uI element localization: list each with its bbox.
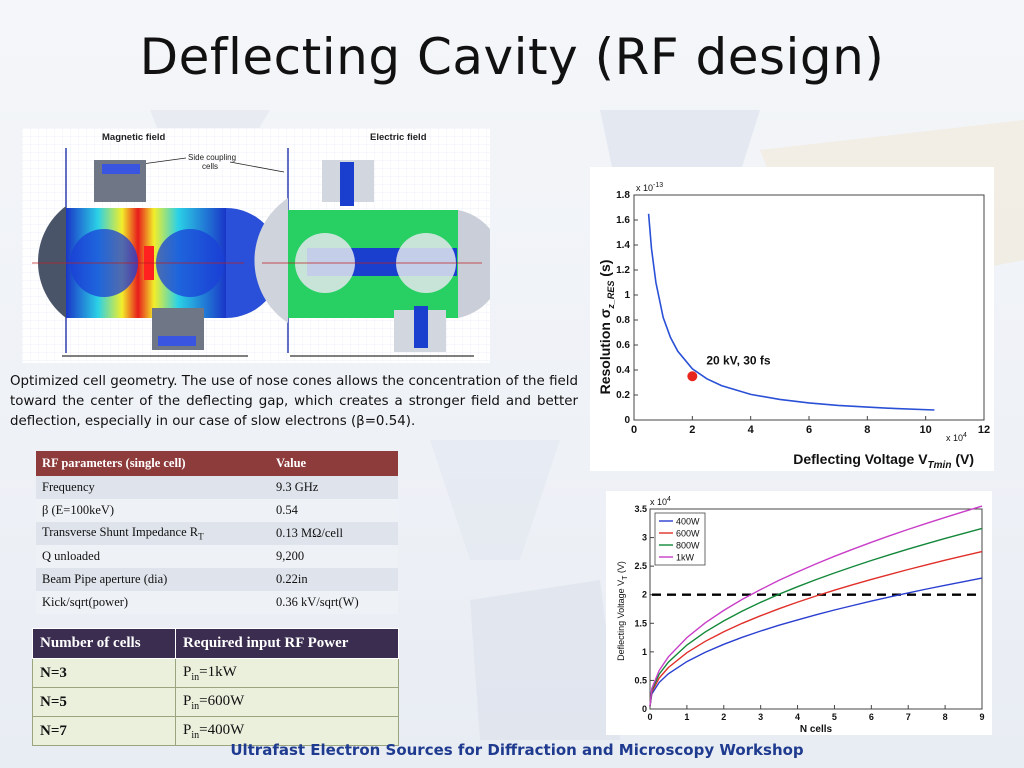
table-row: Kick/sqrt(power) 0.36 kV/sqrt(W): [36, 591, 398, 614]
y-tick-label: 0: [624, 415, 630, 426]
figure-caption: Optimized cell geometry. The use of nose…: [10, 374, 578, 429]
table-row: N=3 Pin=1kW: [32, 658, 399, 688]
x-tick-label: 1: [684, 712, 689, 722]
x-tick-label: 6: [869, 712, 874, 722]
coupling-label-line2: cells: [202, 162, 218, 171]
x-tick-label: 2: [689, 424, 695, 436]
y-tick-label: 3.5: [634, 504, 647, 514]
cells-count: N=3: [32, 658, 176, 688]
y-exponent-label: x 10-13: [636, 182, 663, 193]
y-tick-label: 1.8: [616, 190, 630, 201]
table-row: Frequency 9.3 GHz: [36, 476, 398, 499]
rf-param-name: Kick/sqrt(power): [36, 591, 270, 614]
y-tick-label: 0.5: [634, 675, 647, 685]
electric-field-label: Electric field: [370, 132, 427, 143]
series-line-800w: [649, 527, 983, 707]
rf-param-value: 0.22in: [270, 568, 398, 591]
series-line-400w: [649, 577, 983, 707]
y-tick-label: 0.2: [616, 390, 630, 401]
rf-parameters-table: RF parameters (single cell) Value Freque…: [36, 451, 398, 614]
cavity-field-figure: Magnetic field Electric field Side coupl…: [22, 128, 490, 363]
shunt-subscript: T: [198, 531, 204, 542]
y-tick-label: 3: [642, 533, 647, 543]
legend-entry: 600W: [676, 529, 700, 539]
x-axis-label: N cells: [800, 724, 833, 735]
y-tick-label: 1.5: [634, 618, 647, 628]
table-row: Beam Pipe aperture (dia) 0.22in: [36, 568, 398, 591]
rf-param-name: Q unloaded: [36, 545, 270, 568]
x-tick-label: 8: [943, 712, 948, 722]
rf-param-name: Transverse Shunt Impedance RT: [36, 522, 270, 545]
x-tick-label: 0: [647, 712, 652, 722]
y-tick-label: 0.8: [616, 315, 630, 326]
power-header-cells: Number of cells: [32, 628, 176, 659]
plot-area: [633, 194, 985, 421]
y-tick-label: 2: [642, 590, 647, 600]
x-tick-label: 6: [806, 424, 812, 436]
y-axis-label: Resolution σz_RES (s): [597, 260, 616, 395]
rf-power-table: Number of cells Required input RF Power …: [32, 628, 399, 746]
operating-point-marker: [687, 371, 698, 382]
y-tick-label: 1: [642, 647, 647, 657]
rf-param-name: Frequency: [36, 476, 270, 499]
resolution-chart: 0 0.2 0.4 0.6 0.8 1 1.2 1.4 1.6 1.8 0 2 4 6 8 10 12 20 …: [590, 167, 994, 471]
power-value: Pin=1kW: [175, 658, 399, 688]
y-axis-label: Deflecting Voltage VT (V): [616, 561, 629, 661]
y-tick-label: 1.2: [616, 265, 630, 276]
x-tick-label: 12: [978, 424, 990, 436]
y-tick-label: 2.5: [634, 561, 647, 571]
y-tick-label: 0.4: [616, 365, 630, 376]
x-tick-label: 3: [758, 712, 763, 722]
rf-param-value: 0.54: [270, 499, 398, 522]
x-tick-label: 9: [979, 712, 984, 722]
rf-param-name: Beam Pipe aperture (dia): [36, 568, 270, 591]
y-tick-label: 1.4: [616, 240, 630, 251]
x-tick-label: 4: [795, 712, 800, 722]
rf-header-parameter: RF parameters (single cell): [36, 451, 270, 476]
rf-param-value: 9.3 GHz: [270, 476, 398, 499]
y-tick-label: 0.6: [616, 340, 630, 351]
rf-param-value: 0.13 MΩ/cell: [270, 522, 398, 545]
x-tick-label: 5: [832, 712, 837, 722]
power-value: Pin=600W: [175, 687, 399, 717]
table-row: Q unloaded 9,200: [36, 545, 398, 568]
table-row: Transverse Shunt Impedance RT 0.13 MΩ/ce…: [36, 522, 398, 545]
cells-count: N=5: [32, 687, 176, 717]
y-tick-label: 1: [624, 290, 630, 301]
rf-param-name: β (E=100keV): [36, 499, 270, 522]
cells-count: N=7: [32, 716, 176, 746]
coupling-label-line1: Side coupling: [188, 153, 236, 162]
legend-entry: 1kW: [676, 553, 695, 563]
slide-footer: Ultrafast Electron Sources for Diffracti…: [230, 741, 804, 759]
rf-param-value: 0.36 kV/sqrt(W): [270, 591, 398, 614]
x-tick-label: 2: [721, 712, 726, 722]
legend-entry: 800W: [676, 541, 700, 551]
operating-point-label: 20 kV, 30 fs: [706, 353, 771, 367]
series-line-1kw: [649, 505, 983, 707]
resolution-curve: [647, 213, 935, 411]
y-exponent-label: x 104: [650, 496, 671, 507]
deflecting-voltage-chart: 0 0.5 1 1.5 2 2.5 3 3.5 0 1 2 3 4 5 6 7 8 9 400W 600W 800W…: [606, 491, 992, 735]
x-tick-label: 10: [920, 424, 932, 436]
y-tick-label: 1.6: [616, 215, 630, 226]
y-tick-label: 0: [642, 704, 647, 714]
x-tick-label: 4: [748, 424, 755, 436]
x-tick-label: 8: [864, 424, 870, 436]
x-exponent-label: x 104: [946, 432, 967, 443]
magnetic-field-label: Magnetic field: [102, 132, 166, 143]
table-row: N=7 Pin=400W: [32, 716, 399, 746]
rf-header-value: Value: [270, 451, 398, 476]
legend-entry: 400W: [676, 517, 700, 527]
table-row: β (E=100keV) 0.54: [36, 499, 398, 522]
power-value: Pin=400W: [175, 716, 399, 746]
x-axis-label: Deflecting Voltage VTmin (V): [793, 451, 974, 471]
slide-title: Deflecting Cavity (RF design): [139, 28, 885, 86]
series-line-600w: [649, 550, 983, 707]
table-row: N=5 Pin=600W: [32, 687, 399, 717]
x-tick-label: 7: [906, 712, 911, 722]
rf-param-value: 9,200: [270, 545, 398, 568]
power-header-power: Required input RF Power: [175, 628, 399, 659]
x-tick-label: 0: [631, 424, 637, 436]
